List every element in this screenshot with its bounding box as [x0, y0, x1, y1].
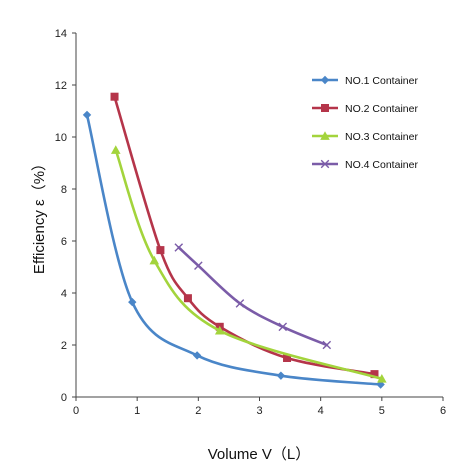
- plot-area: [82, 92, 387, 389]
- data-point: [149, 255, 160, 265]
- legend-marker: [321, 104, 329, 112]
- series-4: [174, 243, 332, 350]
- data-point: [194, 261, 203, 270]
- y-tick-label: 0: [61, 392, 67, 404]
- legend-label: NO.1 Container: [345, 75, 418, 87]
- data-point: [128, 297, 137, 307]
- y-tick-label: 4: [61, 288, 67, 300]
- legend-label: NO.3 Container: [345, 131, 418, 143]
- x-axis-title: Volume V（L）: [208, 446, 311, 463]
- series-line: [114, 148, 384, 381]
- x-tick-label: 3: [256, 405, 262, 417]
- y-tick-label: 6: [61, 236, 67, 248]
- data-point: [110, 92, 119, 101]
- data-point: [278, 322, 288, 332]
- y-tick-label: 14: [55, 28, 67, 40]
- data-point: [183, 294, 192, 303]
- data-point: [370, 370, 379, 379]
- data-point: [156, 246, 165, 255]
- y-tick-label: 10: [55, 132, 67, 144]
- y-tick-label: 8: [61, 184, 67, 196]
- series-line: [85, 113, 382, 386]
- data-point: [235, 299, 245, 308]
- series-line: [113, 95, 376, 376]
- y-tick-label: 12: [55, 80, 67, 92]
- data-point: [82, 110, 92, 120]
- data-point: [283, 354, 292, 362]
- data-point: [110, 145, 121, 154]
- data-point: [192, 351, 202, 360]
- x-tick-label: 2: [195, 405, 201, 417]
- legend-marker: [320, 159, 330, 169]
- data-point: [322, 340, 332, 350]
- data-point: [214, 325, 225, 335]
- legend-item: NO.1 Container: [312, 75, 418, 87]
- legend: NO.1 Container NO.2 Container NO.3 Contain…: [312, 75, 418, 171]
- legend-item: NO.3 Container: [312, 131, 418, 143]
- data-point: [276, 371, 286, 380]
- legend-label: NO.4 Container: [345, 159, 418, 171]
- x-tick-label: 6: [440, 405, 446, 417]
- legend-item: NO.2 Container: [312, 103, 418, 115]
- x-tick-label: 1: [134, 405, 140, 417]
- series-1: [82, 110, 385, 389]
- series-2: [110, 92, 379, 379]
- y-axis-title: Efficiency ε（%）: [31, 156, 48, 274]
- legend-item: NO.4 Container: [312, 159, 418, 171]
- legend-marker: [320, 131, 330, 140]
- x-tick-label: 0: [73, 405, 79, 417]
- series-3: [110, 145, 387, 383]
- legend-marker: [320, 75, 330, 85]
- y-tick-label: 2: [61, 340, 67, 352]
- legend-label: NO.2 Container: [345, 103, 418, 115]
- data-point: [377, 374, 387, 383]
- x-tick-label: 5: [379, 405, 385, 417]
- data-point: [174, 243, 184, 252]
- x-tick-label: 4: [318, 405, 324, 417]
